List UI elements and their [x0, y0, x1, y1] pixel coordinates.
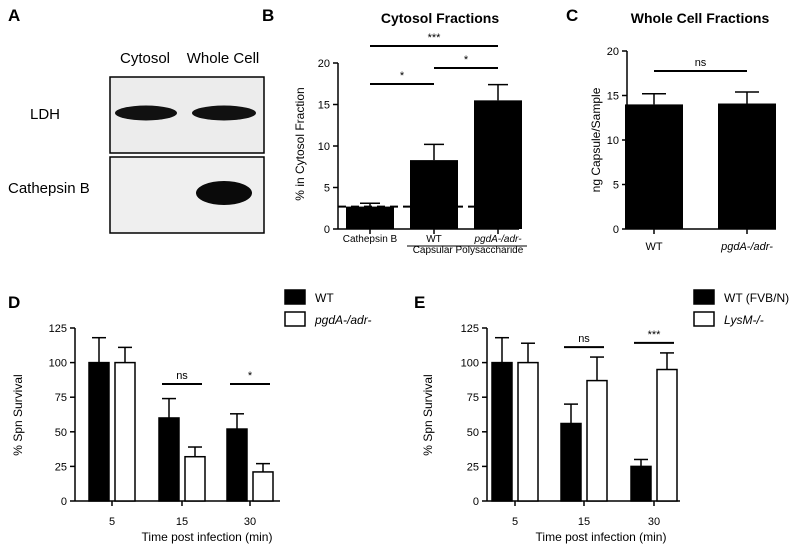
chart-d-x-tick-label: 15	[176, 516, 188, 528]
chart-e-legend-swatch	[693, 289, 715, 305]
panel-letter-d: D	[8, 293, 20, 312]
chart-d-significance-label: ns	[176, 370, 188, 382]
chart-c-bar	[625, 104, 683, 229]
chart-d-legend-label: pgdA-/adr-	[314, 313, 371, 327]
chart-e-y-tick-label: 25	[467, 461, 479, 473]
chart-e-bar	[517, 361, 539, 502]
chart-d-y-tick-label: 0	[61, 496, 67, 508]
chart-d-y-tick-label: 75	[55, 392, 67, 404]
panel-letter-c: C	[566, 6, 578, 25]
chart-e-legend-label: LysM-/-	[724, 313, 764, 327]
blot-column-whole-cell: Whole Cell	[187, 50, 260, 67]
chart-b-y-tick-label: 10	[318, 141, 330, 153]
chart-d-bar	[158, 417, 180, 502]
chart-d-bar	[252, 471, 274, 502]
chart-e-x-tick-label: 5	[512, 516, 518, 528]
chart-b-category-label: Cathepsin B	[343, 234, 398, 245]
blot-column-cytosol: Cytosol	[120, 50, 170, 67]
chart-d-bar	[226, 428, 248, 502]
chart-c-bar	[718, 103, 776, 229]
chart-b-y-tick-label: 5	[324, 183, 330, 195]
chart-b-significance-label: *	[464, 54, 469, 66]
chart-spn-survival-d: Time post infection (min) % Spn Survival…	[11, 289, 371, 544]
chart-b-y-tick-label: 20	[318, 58, 330, 70]
chart-c-category-label: WT	[645, 241, 662, 253]
chart-e-bar	[586, 379, 608, 502]
chart-b-title: Cytosol Fractions	[381, 10, 499, 26]
chart-c-y-tick-label: 5	[613, 180, 619, 192]
chart-b-y-tick-label: 0	[324, 224, 330, 236]
chart-d-y-tick-label: 50	[55, 427, 67, 439]
chart-d-bar	[184, 455, 206, 502]
chart-d-y-tick-label: 100	[49, 358, 67, 370]
chart-e-y-tick-label: 75	[467, 392, 479, 404]
chart-e-legend-label: WT (FVB/N)	[724, 291, 789, 305]
chart-e-x-tick-label: 30	[648, 516, 660, 528]
chart-d-bar	[88, 361, 110, 502]
chart-d-x-tick-label: 30	[244, 516, 256, 528]
chart-d-legend-label: WT	[315, 291, 334, 305]
chart-d-x-tick-label: 5	[109, 516, 115, 528]
panel-letter-e: E	[414, 293, 425, 312]
chart-b-category-label: WT	[426, 234, 442, 245]
band-cathepsin-whole-cell	[196, 181, 252, 205]
chart-cytosol-fractions: Cytosol Fractions % in Cytosol Fraction …	[293, 10, 527, 256]
panel-letter-b: B	[262, 6, 274, 25]
chart-spn-survival-e: Time post infection (min) % Spn Survival…	[421, 289, 789, 544]
chart-b-bar	[410, 160, 458, 229]
chart-e-legend-swatch	[693, 311, 715, 327]
band-ldh-cytosol	[115, 105, 177, 121]
chart-d-y-tick-label: 125	[49, 323, 67, 335]
chart-e-significance-label: ***	[648, 329, 662, 341]
chart-c-ylabel: ng Capsule/Sample	[589, 87, 603, 192]
chart-e-y-tick-label: 125	[461, 323, 479, 335]
chart-c-category-label: pgdA-/adr-	[720, 241, 773, 253]
chart-d-xlabel: Time post infection (min)	[142, 530, 273, 544]
band-ldh-whole-cell	[192, 105, 256, 121]
chart-d-legend-swatch	[284, 311, 306, 327]
chart-c-y-tick-label: 15	[607, 91, 619, 103]
chart-b-bar	[346, 206, 394, 229]
chart-e-xlabel: Time post infection (min)	[536, 530, 667, 544]
chart-e-ylabel: % Spn Survival	[421, 374, 435, 455]
chart-whole-cell-fractions: Whole Cell Fractions ng Capsule/Sample 0…	[589, 10, 776, 253]
chart-d-legend-swatch	[284, 289, 306, 305]
chart-d-significance-label: *	[248, 370, 253, 382]
panel-letter-a: A	[8, 6, 20, 25]
chart-d-y-tick-label: 25	[55, 461, 67, 473]
chart-c-title: Whole Cell Fractions	[631, 10, 770, 26]
chart-b-significance-label: *	[400, 70, 405, 82]
chart-c-significance-label: ns	[695, 57, 707, 69]
chart-e-y-tick-label: 100	[461, 358, 479, 370]
chart-e-y-tick-label: 50	[467, 427, 479, 439]
chart-e-bar	[560, 422, 582, 502]
chart-c-y-tick-label: 10	[607, 135, 619, 147]
chart-e-significance-label: ns	[578, 333, 590, 345]
blot-row-cathepsin-b: Cathepsin B	[8, 180, 90, 197]
chart-e-bar	[656, 368, 678, 502]
chart-d-ylabel: % Spn Survival	[11, 374, 25, 455]
chart-e-y-tick-label: 0	[473, 496, 479, 508]
chart-b-group-label: Capsular Polysaccharide	[413, 245, 524, 256]
chart-d-bar	[114, 361, 136, 502]
chart-b-category-label: pgdA-/adr-	[473, 234, 522, 245]
chart-c-y-tick-label: 0	[613, 224, 619, 236]
blot-row-ldh: LDH	[30, 106, 60, 123]
chart-e-x-tick-label: 15	[578, 516, 590, 528]
chart-c-y-tick-label: 20	[607, 46, 619, 58]
chart-b-y-tick-label: 15	[318, 100, 330, 112]
chart-b-significance-label: ***	[428, 32, 442, 44]
chart-b-bar	[474, 100, 522, 229]
western-blot: Cytosol Whole Cell LDH Cathepsin B	[8, 50, 265, 234]
chart-b-ylabel: % in Cytosol Fraction	[293, 87, 307, 200]
chart-e-bar	[630, 465, 652, 502]
chart-e-bar	[491, 361, 513, 502]
